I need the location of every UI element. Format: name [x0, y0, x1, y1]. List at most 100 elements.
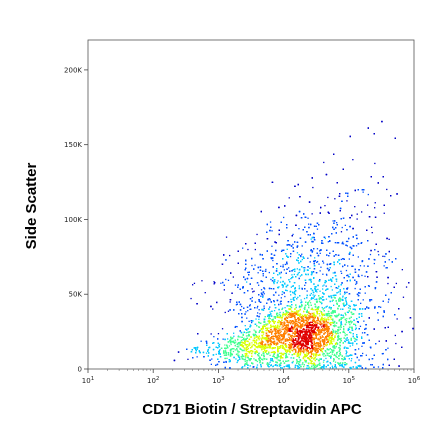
event-dot: [361, 189, 364, 191]
event-dot: [339, 326, 341, 328]
event-dot: [254, 301, 257, 303]
event-dot: [336, 303, 338, 305]
event-dot: [349, 305, 351, 308]
event-dot: [308, 226, 310, 229]
event-dot: [325, 313, 327, 315]
event-dot: [295, 224, 297, 226]
event-dot: [292, 269, 294, 271]
event-dot: [348, 341, 350, 343]
event-dot: [329, 240, 331, 242]
event-dot: [295, 276, 297, 278]
event-dot: [346, 318, 348, 320]
event-dot: [229, 299, 232, 301]
event-dot: [328, 295, 330, 297]
event-dot: [336, 352, 338, 354]
event-dot: [196, 348, 198, 350]
event-dot: [387, 358, 389, 361]
event-dot: [278, 294, 280, 296]
event-dot: [310, 223, 312, 226]
event-dot: [362, 342, 364, 344]
event-dot: [215, 353, 217, 355]
event-dot: [267, 353, 269, 355]
event-dot: [236, 326, 238, 328]
event-dot: [298, 228, 300, 230]
event-dot: [289, 281, 291, 283]
event-dot: [230, 343, 232, 346]
event-dot: [298, 367, 300, 369]
event-dot: [359, 325, 362, 327]
event-dot: [285, 289, 287, 291]
event-dot: [244, 360, 246, 363]
event-dot: [348, 342, 351, 344]
event-dot: [358, 359, 360, 361]
event-dot: [334, 361, 337, 363]
event-dot: [249, 365, 251, 367]
event-dots: [173, 120, 414, 370]
event-dot: [319, 279, 321, 281]
event-dot: [212, 348, 215, 351]
event-dot: [374, 249, 376, 251]
event-dot: [316, 260, 319, 263]
event-dot: [222, 338, 224, 340]
event-dot: [396, 193, 398, 195]
event-dot: [296, 298, 298, 300]
event-dot: [242, 286, 244, 288]
event-dot: [341, 282, 343, 284]
event-dot: [368, 285, 370, 287]
event-dot: [230, 338, 232, 340]
event-dot: [364, 275, 366, 277]
event-dot: [332, 299, 334, 301]
event-dot: [329, 252, 331, 254]
event-dot: [236, 343, 238, 345]
event-dot: [334, 324, 336, 326]
event-dot: [279, 352, 281, 354]
event-dot: [248, 359, 250, 361]
event-dot: [314, 305, 317, 308]
event-dot: [303, 307, 305, 310]
event-dot: [271, 245, 273, 247]
event-dot: [343, 325, 345, 328]
event-dot: [346, 245, 348, 247]
event-dot: [302, 362, 304, 364]
event-dot: [278, 233, 280, 236]
event-dot: [307, 234, 309, 236]
event-dot: [357, 189, 359, 191]
event-dot: [223, 351, 225, 353]
event-dot: [354, 353, 356, 355]
event-dot: [331, 365, 333, 367]
event-dot: [343, 277, 345, 279]
event-dot: [370, 364, 372, 366]
event-dot: [206, 344, 208, 346]
event-dot: [298, 361, 300, 363]
event-dot: [322, 361, 325, 363]
event-dot: [254, 352, 256, 354]
event-dot: [260, 295, 262, 297]
event-dot: [229, 348, 232, 350]
event-dot: [278, 206, 280, 209]
event-dot: [254, 323, 257, 325]
event-dot: [310, 249, 312, 251]
event-dot: [313, 367, 315, 369]
event-dot: [306, 294, 308, 297]
event-dot: [368, 258, 370, 260]
event-dot: [271, 319, 273, 321]
event-dot: [325, 298, 328, 300]
event-dot: [279, 314, 282, 316]
event-dot: [190, 351, 193, 353]
event-dot: [314, 359, 316, 362]
event-dot: [260, 210, 262, 213]
event-dot: [337, 329, 339, 331]
event-dot: [386, 267, 388, 269]
event-dot: [269, 315, 271, 317]
event-dot: [300, 255, 302, 258]
event-dot: [344, 297, 346, 299]
event-dot: [335, 294, 337, 296]
event-dot: [354, 328, 357, 331]
event-dot: [272, 360, 274, 362]
event-dot: [390, 195, 392, 197]
event-dot: [242, 287, 244, 289]
event-dot: [244, 359, 246, 361]
event-dot: [351, 329, 354, 331]
event-dot: [349, 217, 351, 219]
event-dot: [350, 247, 353, 250]
